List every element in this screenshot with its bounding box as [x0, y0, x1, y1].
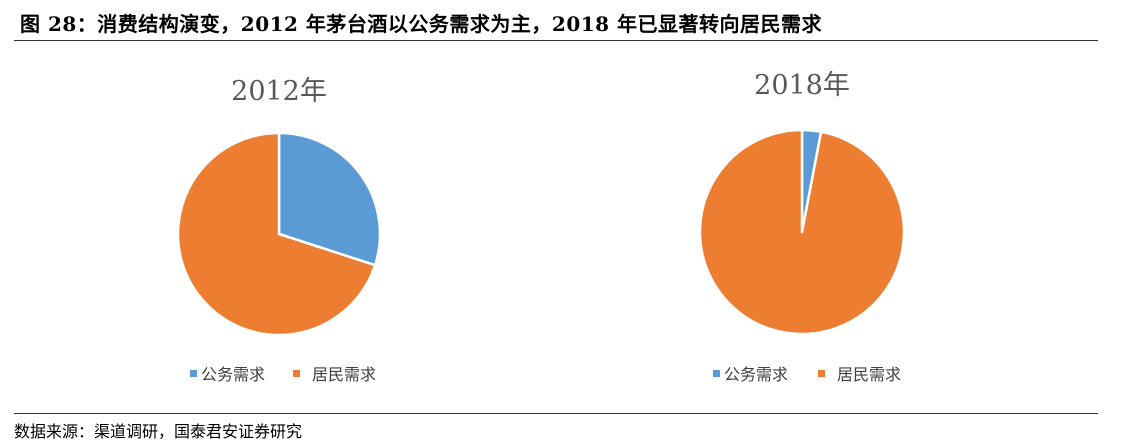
- legend-swatch-official: [713, 370, 720, 377]
- chart-title-2012: 2012年: [231, 76, 327, 107]
- top-divider: [14, 40, 1098, 41]
- pie-slice-resident: [698, 128, 906, 336]
- pie-slices-2018: [698, 128, 906, 336]
- chart-title-2018: 2018年: [754, 70, 850, 101]
- legend-label-resident: 居民需求: [312, 365, 376, 384]
- legend-label-resident: 居民需求: [837, 365, 901, 384]
- legend-label-official: 公务需求: [724, 365, 788, 384]
- figure-title: 图 28：消费结构演变，2012 年茅台酒以公务需求为主，2018 年已显著转向…: [20, 12, 823, 36]
- source-note: 数据来源：渠道调研，国泰君安证券研究: [14, 422, 303, 441]
- pie-chart-2018: 2018年 公务需求 居民需求: [698, 70, 906, 384]
- pie-slice-resident: [176, 131, 377, 337]
- pie-chart-2012: 2012年 公务需求 居民需求: [176, 76, 382, 384]
- legend-2012: 公务需求 居民需求: [190, 365, 376, 384]
- bottom-divider: [14, 413, 1098, 414]
- legend-swatch-resident: [818, 370, 825, 377]
- legend-swatch-resident: [293, 370, 300, 377]
- legend-label-official: 公务需求: [201, 365, 265, 384]
- pie-slice-official: [277, 131, 382, 267]
- legend-2018: 公务需求 居民需求: [713, 365, 901, 384]
- pie-slices-2012: [176, 131, 382, 337]
- legend-swatch-official: [190, 370, 197, 377]
